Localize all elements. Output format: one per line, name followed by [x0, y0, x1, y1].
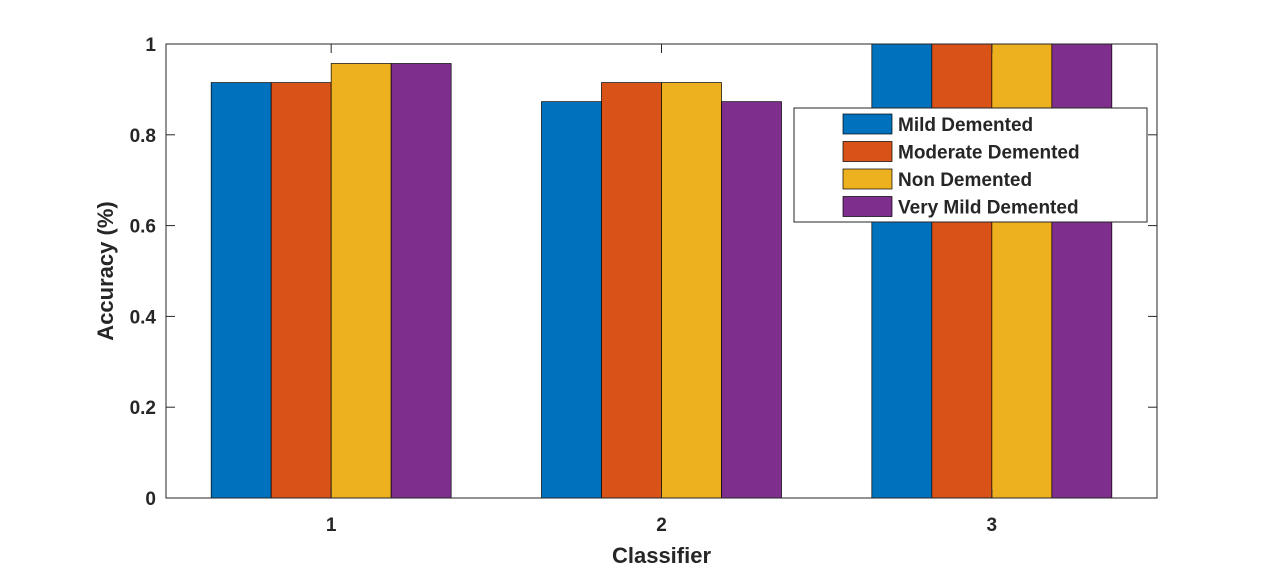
bar-2-non-demented: [661, 82, 722, 499]
legend-label: Mild Demented: [898, 115, 1033, 136]
bar-2-moderate-demented: [601, 82, 662, 499]
bar-1-non-demented: [330, 63, 392, 499]
legend-swatch: [842, 168, 893, 190]
y-axis-title: Accuracy (%): [93, 201, 118, 340]
legend: Mild Demented Moderate Demented Non Dement…: [793, 107, 1148, 223]
y-tick-label: 0.4: [130, 307, 157, 328]
ticks-layer: 0 0.2 0.4 0.6 0.8 1 1 2 3: [130, 35, 1157, 536]
y-tick-label: 0.6: [130, 217, 156, 238]
bar-1-very-mild-demented: [390, 63, 452, 499]
x-tick-label: 3: [987, 515, 998, 536]
legend-label: Non Demented: [898, 170, 1032, 191]
legend-label: Very Mild Demented: [898, 198, 1079, 219]
legend-swatch: [842, 113, 893, 135]
bar-1-moderate-demented: [270, 82, 332, 499]
y-tick-label: 0.8: [130, 126, 156, 147]
y-tick-label: 1: [145, 35, 156, 56]
bar-2-very-mild-demented: [721, 101, 782, 499]
x-axis-title: Classifier: [612, 543, 711, 568]
bar-1-mild-demented: [210, 82, 272, 499]
legend-swatch: [842, 141, 893, 162]
y-tick-label: 0.2: [130, 398, 156, 419]
legend-swatch: [842, 196, 893, 217]
x-tick-label: 2: [656, 515, 667, 536]
y-tick-label: 0: [145, 489, 156, 510]
x-tick-label: 1: [326, 515, 337, 536]
bar-2-mild-demented: [541, 101, 602, 499]
legend-label: Moderate Demented: [898, 143, 1080, 164]
